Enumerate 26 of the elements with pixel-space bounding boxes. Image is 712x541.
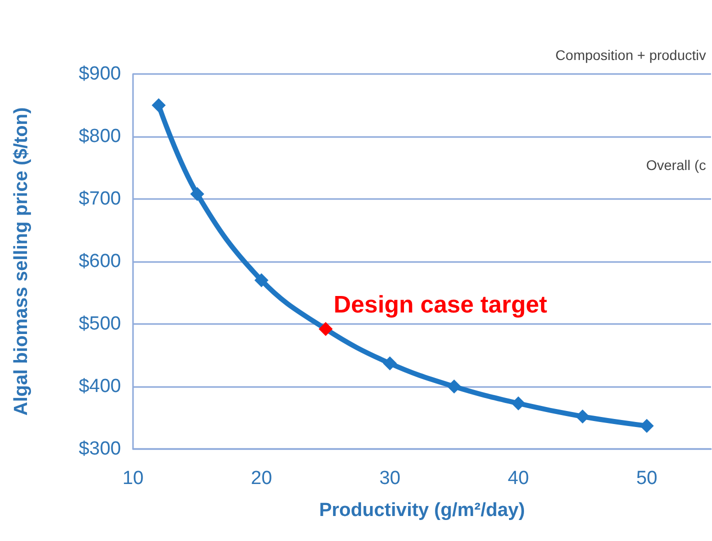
point <box>382 356 397 370</box>
point <box>318 322 333 336</box>
y-tick-label: $400 <box>78 376 121 397</box>
text: Composition + productiv <box>555 47 706 63</box>
x-tick-label: 30 <box>379 468 400 489</box>
x-tick-label: 10 <box>122 468 144 489</box>
y-tick-label: $500 <box>78 314 121 334</box>
point <box>640 418 654 433</box>
y-tick-label: $800 <box>78 126 121 147</box>
annotation: Overall (c <box>646 157 706 173</box>
point <box>576 410 590 424</box>
x-tick-label: 20 <box>250 468 272 489</box>
point <box>190 187 204 201</box>
point <box>152 98 166 112</box>
y-axis-title: Algal biomass selling price ($/ton) <box>11 107 32 416</box>
x-tick-label: 40 <box>508 468 529 489</box>
point <box>511 396 526 410</box>
y-tick-label: $900 <box>78 64 121 84</box>
point <box>254 273 268 288</box>
y-tick-label: $700 <box>78 188 121 210</box>
y-tick-label: $600 <box>78 251 121 272</box>
point <box>447 380 462 394</box>
x-axis-title: Productivity (g/m²/day) <box>319 500 525 521</box>
y-tick-label: $300 <box>78 438 121 460</box>
x-tick-label: 50 <box>636 468 658 489</box>
annotation: Design case target <box>334 292 548 318</box>
